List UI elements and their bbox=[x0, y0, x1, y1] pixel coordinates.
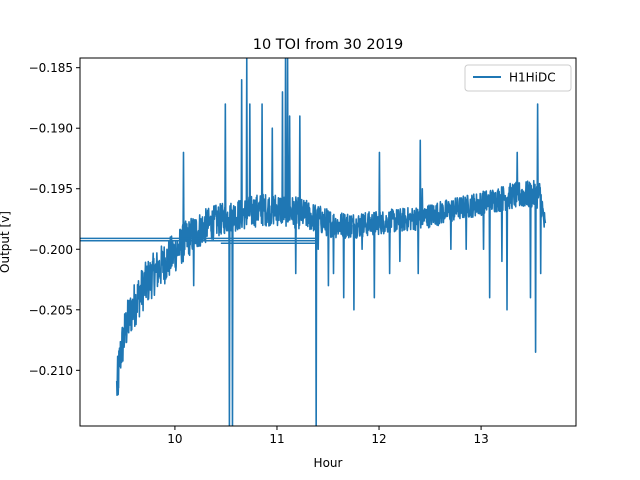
chart-title: 10 TOI from 30 2019 bbox=[253, 37, 404, 53]
y-axis: −0.210 −0.205 −0.200 −0.195 −0.190 −0.185 bbox=[29, 61, 80, 378]
legend: H1HiDC bbox=[464, 64, 572, 92]
y-tick-label: −0.200 bbox=[29, 243, 73, 257]
x-tick-label: 10 bbox=[167, 432, 182, 446]
series-line-h1hidc bbox=[115, 58, 547, 426]
y-tick-label: −0.210 bbox=[29, 364, 73, 378]
axes-border bbox=[79, 57, 577, 427]
y-axis-label: Output [v] bbox=[0, 211, 12, 273]
x-tick-label: 13 bbox=[473, 432, 488, 446]
legend-box bbox=[464, 64, 572, 92]
x-axis: 10 11 12 13 bbox=[167, 426, 489, 446]
y-tick-label: −0.195 bbox=[29, 182, 73, 196]
y-tick-label: −0.190 bbox=[29, 122, 73, 136]
legend-label-h1hidc: H1HiDC bbox=[509, 71, 556, 85]
x-tick-label: 12 bbox=[371, 432, 386, 446]
x-tick-label: 11 bbox=[269, 432, 284, 446]
plot-frame bbox=[79, 57, 577, 427]
plot-area bbox=[80, 58, 547, 426]
y-tick-label: −0.205 bbox=[29, 303, 73, 317]
x-axis-label: Hour bbox=[314, 456, 343, 470]
y-tick-label: −0.185 bbox=[29, 61, 73, 75]
